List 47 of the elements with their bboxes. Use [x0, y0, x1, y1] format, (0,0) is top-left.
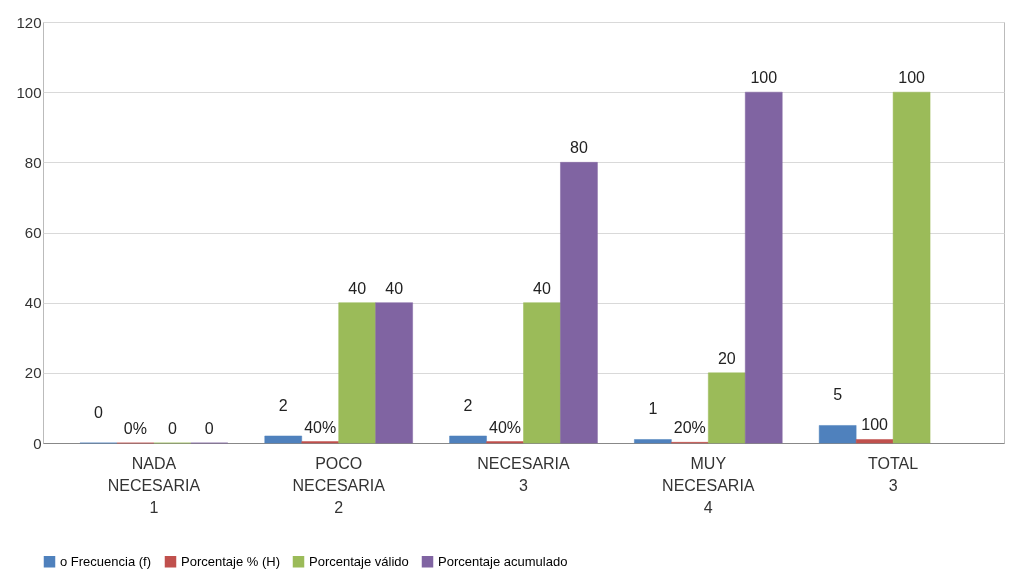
y-tick-label: 80 [24, 153, 42, 171]
data-label: 100 [750, 69, 778, 87]
legend-label: Porcentaje % (H) [181, 553, 280, 569]
data-label: 5 [833, 386, 843, 404]
data-label: 40% [489, 418, 522, 436]
data-label: 0 [204, 420, 214, 437]
data-label: 100 [898, 69, 926, 87]
bar [560, 162, 598, 444]
data-label: 0 [167, 420, 177, 437]
x-tick-label: POCO NECESARIA 2 [292, 454, 386, 516]
bar [634, 439, 672, 444]
x-tick-label: NECESARIA 3 [477, 454, 571, 494]
data-label: 2 [278, 396, 288, 414]
legend-label: o Frecuencia (f) [60, 553, 152, 569]
data-label: 80 [570, 139, 588, 157]
data-label: 20% [673, 419, 706, 437]
bar [264, 435, 302, 444]
bar [449, 435, 487, 444]
bar [523, 302, 561, 444]
x-tick-label: NADA NECESARIA 1 [107, 454, 201, 516]
y-tick-label: 60 [24, 224, 42, 241]
legend-label: Porcentaje válido [309, 553, 409, 569]
bar [855, 439, 894, 444]
data-label: 40 [533, 279, 551, 297]
y-tick-label: 20 [24, 364, 42, 382]
y-tick-label: 100 [16, 83, 42, 101]
annotation: 100 [861, 416, 889, 434]
bar [338, 302, 376, 444]
bar [818, 425, 857, 444]
bar [708, 372, 746, 444]
data-label: 40% [304, 418, 337, 436]
data-label: 40 [348, 279, 367, 297]
legend-label: Porcentaje acumulado [438, 553, 568, 569]
data-label: 1 [648, 400, 658, 418]
bar [375, 302, 413, 444]
data-label: 20 [717, 349, 736, 367]
x-tick-label: TOTAL 3 [868, 454, 919, 494]
data-label: 2 [463, 396, 473, 414]
bar [745, 91, 783, 444]
bar [892, 91, 931, 444]
y-tick-label: 0 [33, 434, 42, 452]
y-tick-label: 40 [24, 294, 42, 312]
x-tick-label: MUY NECESARIA 4 [662, 454, 755, 516]
y-tick-label: 120 [16, 13, 42, 31]
data-label: 0 [93, 404, 103, 421]
data-label: 40 [385, 279, 404, 297]
data-label: 0% [123, 420, 147, 437]
